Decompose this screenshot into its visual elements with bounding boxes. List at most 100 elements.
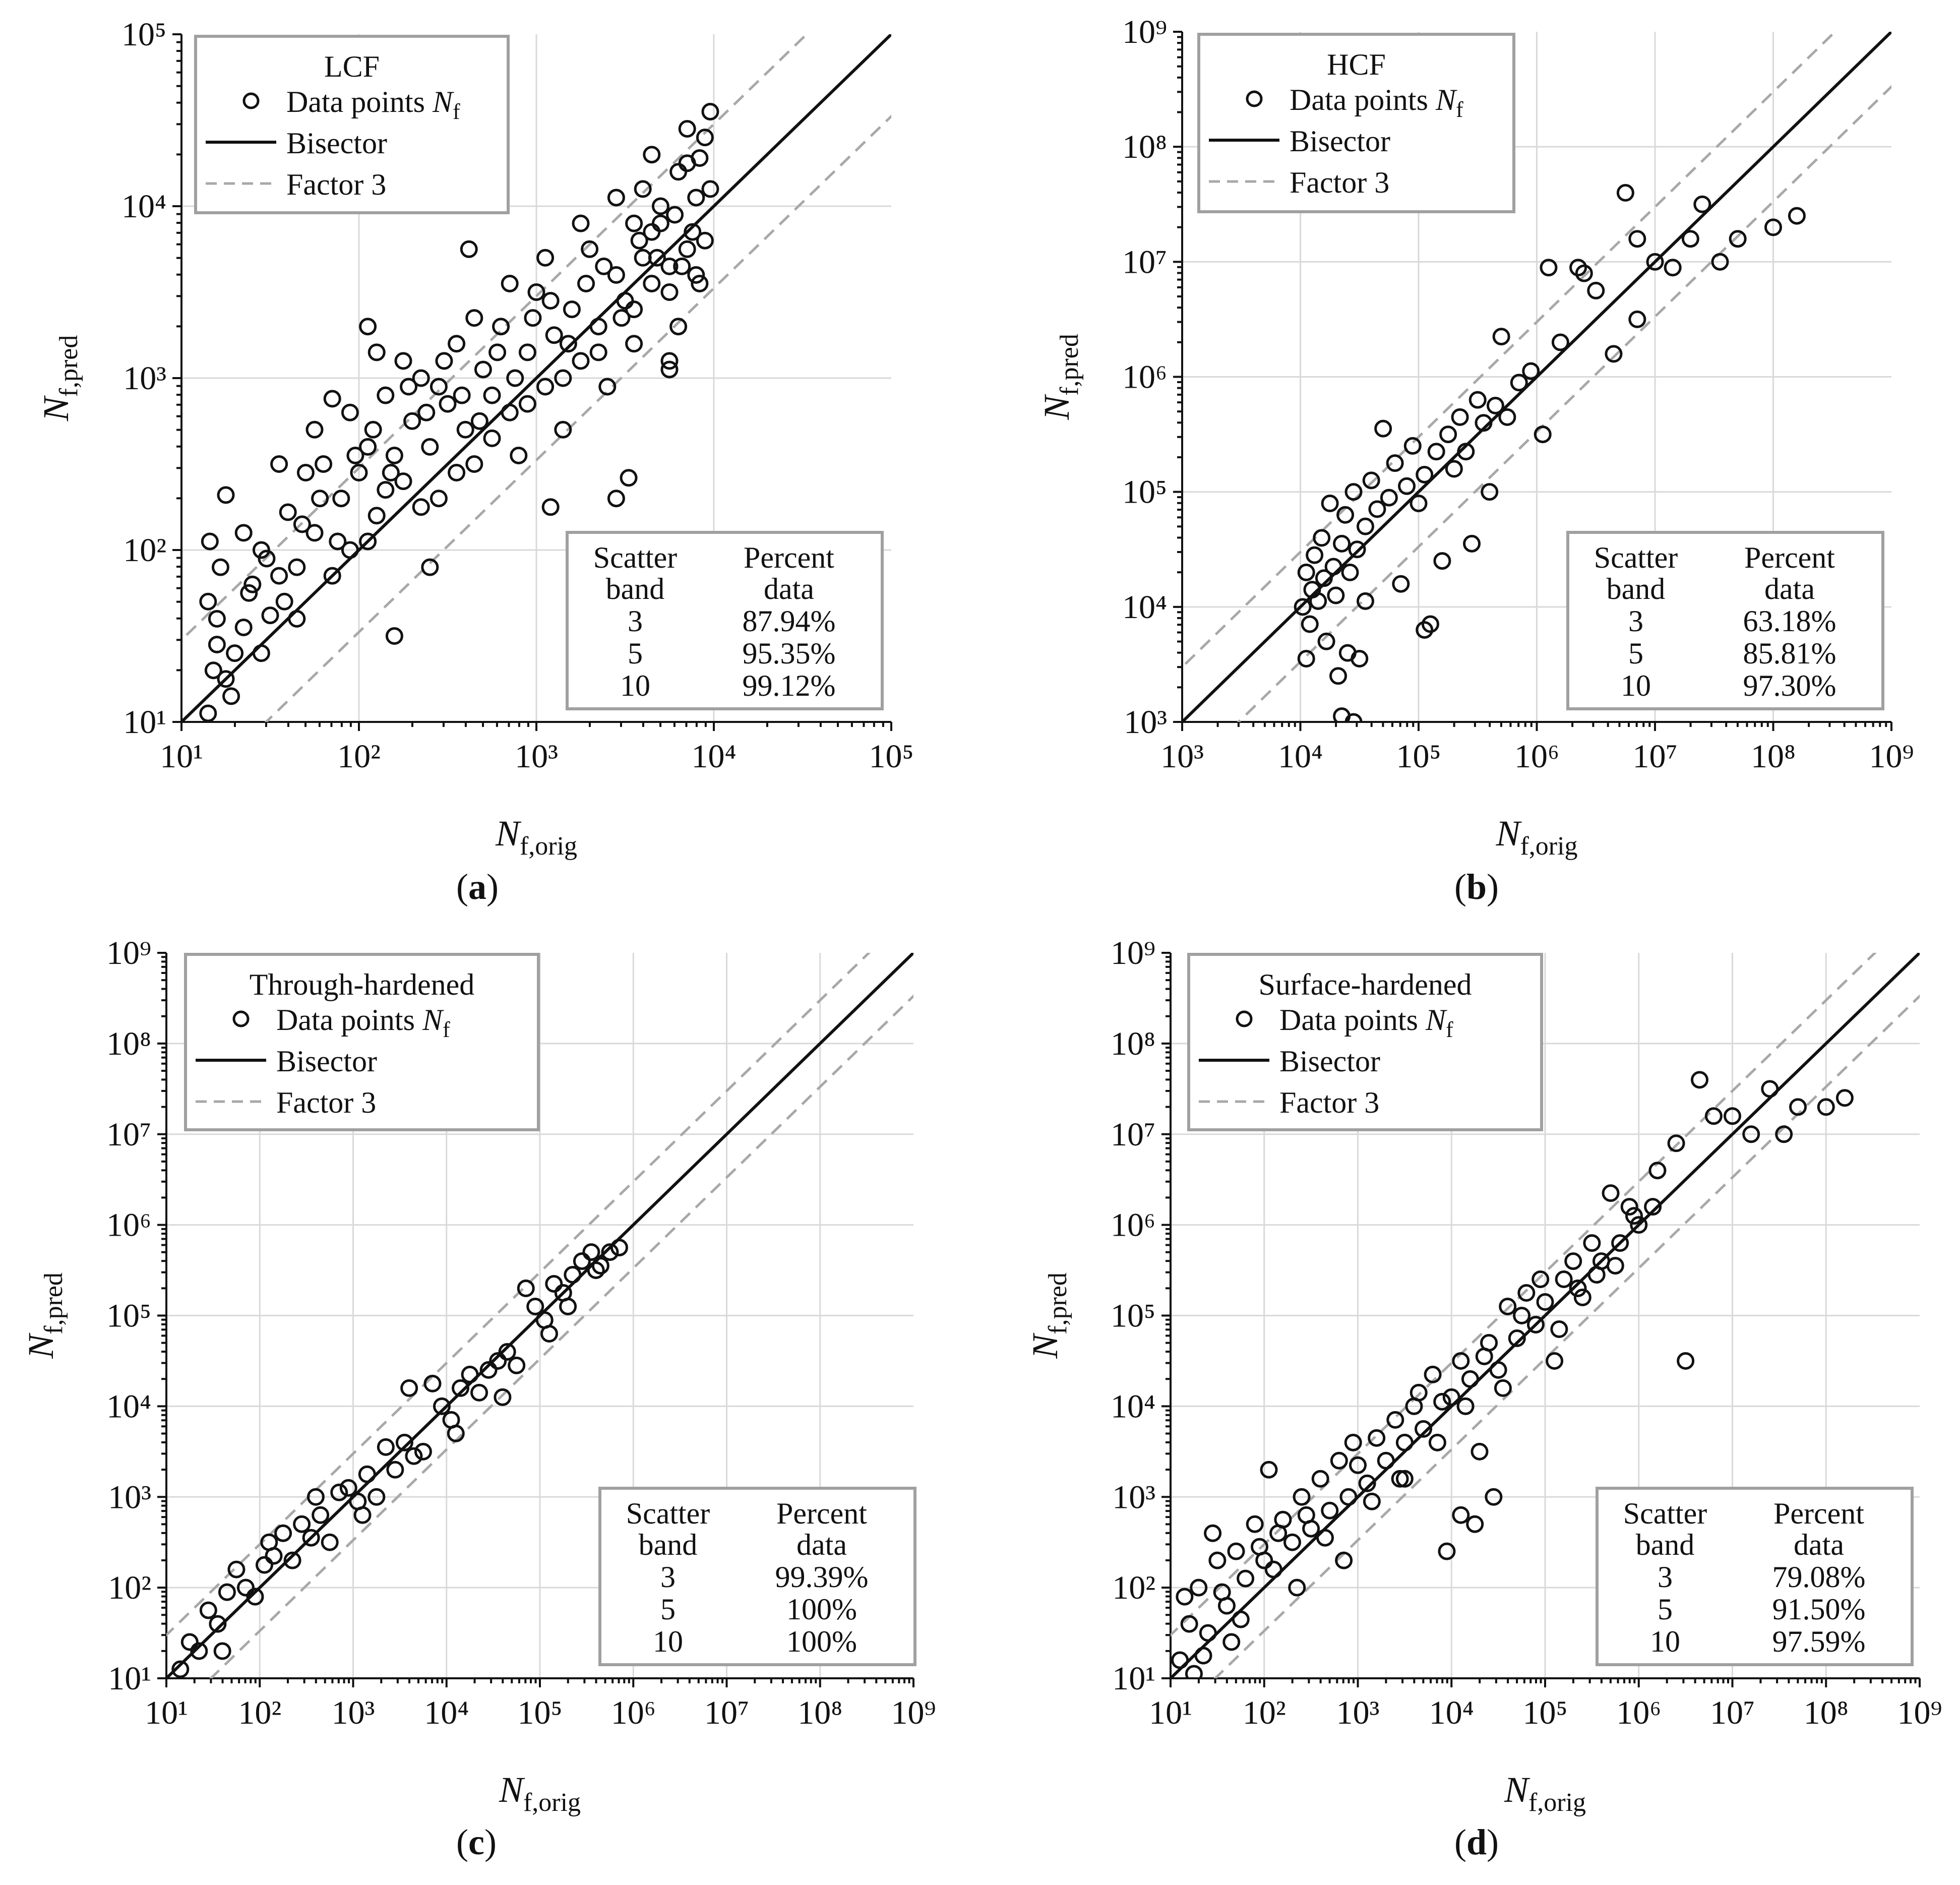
data-point bbox=[1587, 1266, 1606, 1284]
tick-labels: 10¹ 10² 10³ 10⁴ 10⁵ 10⁶ 10⁷ 10⁸ 10⁹ 10¹ 10² 10³ 10⁴ 1… bbox=[1111, 935, 1942, 1731]
data-point bbox=[669, 163, 688, 181]
data-point bbox=[1424, 1365, 1442, 1383]
data-point bbox=[666, 206, 684, 224]
x-axis-label-sub: f,orig bbox=[1520, 832, 1577, 861]
data-point bbox=[260, 1533, 278, 1551]
data-point bbox=[648, 249, 666, 267]
panel-label-a: (a) bbox=[456, 867, 499, 907]
x-axis-label: Nf,orig bbox=[1495, 813, 1577, 861]
data-point bbox=[1333, 534, 1351, 553]
data-point bbox=[323, 567, 341, 585]
data-point bbox=[1693, 195, 1711, 213]
x-tick-label: 10¹ bbox=[1149, 1694, 1192, 1731]
x-tick-label: 10⁶ bbox=[1616, 1694, 1661, 1731]
scatter-table-percent: 87.94% bbox=[743, 604, 836, 638]
data-point bbox=[204, 661, 222, 680]
data-point bbox=[252, 541, 270, 559]
data-point bbox=[1461, 1370, 1479, 1388]
y-tick-label: 10⁸ bbox=[106, 1025, 151, 1062]
data-point bbox=[1513, 1307, 1531, 1324]
legend-marker bbox=[242, 92, 260, 109]
data-point bbox=[1317, 632, 1335, 650]
data-point bbox=[554, 420, 572, 439]
data-point bbox=[483, 429, 501, 447]
legend-data-points-text: Data points bbox=[276, 1003, 422, 1037]
data-point bbox=[1711, 253, 1729, 271]
y-tick-label: 10⁵ bbox=[1122, 474, 1167, 511]
data-point bbox=[386, 1461, 404, 1479]
data-point bbox=[1764, 218, 1782, 236]
legend-data-points-symbol: N bbox=[1435, 83, 1457, 116]
legend-bisector-label: Bisector bbox=[1290, 125, 1390, 158]
data-point bbox=[1445, 460, 1463, 478]
x-tick-label: 10⁶ bbox=[1514, 738, 1559, 775]
data-point bbox=[1269, 1524, 1288, 1542]
data-point bbox=[1356, 517, 1374, 535]
x-tick-label: 10⁷ bbox=[704, 1694, 749, 1731]
x-tick-label: 10⁹ bbox=[1897, 1694, 1942, 1731]
data-point bbox=[589, 343, 607, 361]
data-point bbox=[1410, 1383, 1428, 1402]
scatter-table-percent: 85.81% bbox=[1743, 637, 1836, 670]
data-point bbox=[572, 352, 590, 370]
scatter-table-header-3: Percent bbox=[1744, 541, 1835, 574]
x-tick-label: 10⁸ bbox=[1804, 1694, 1849, 1731]
data-point bbox=[1606, 1257, 1624, 1275]
data-point bbox=[1368, 500, 1386, 518]
x-axis-label-symbol: N bbox=[1504, 1770, 1530, 1810]
data-point bbox=[270, 455, 288, 473]
data-point bbox=[368, 343, 386, 361]
data-point bbox=[559, 335, 577, 353]
data-point bbox=[1427, 443, 1445, 461]
data-point bbox=[1199, 1624, 1217, 1642]
data-point bbox=[1630, 1216, 1648, 1234]
data-point bbox=[536, 249, 555, 267]
data-point bbox=[359, 438, 377, 456]
data-point bbox=[691, 149, 709, 167]
data-point bbox=[1468, 391, 1487, 409]
data-point bbox=[1540, 259, 1558, 277]
data-point bbox=[1835, 1089, 1854, 1107]
data-point bbox=[236, 1578, 255, 1597]
y-tick-label: 10⁷ bbox=[106, 1116, 151, 1153]
data-point bbox=[1704, 1107, 1723, 1125]
data-point bbox=[598, 378, 617, 396]
y-tick-label: 10⁴ bbox=[1111, 1388, 1155, 1425]
scatter-table-percent: 100% bbox=[786, 1593, 857, 1626]
x-axis-label: Nf,orig bbox=[1504, 1770, 1586, 1817]
data-point bbox=[581, 240, 599, 258]
data-point bbox=[1309, 592, 1327, 610]
data-point bbox=[421, 438, 439, 456]
data-point bbox=[217, 670, 235, 688]
data-point bbox=[589, 318, 607, 336]
data-point bbox=[518, 343, 536, 361]
x-tick-label: 10⁵ bbox=[1522, 1694, 1567, 1731]
data-point bbox=[591, 1257, 609, 1275]
data-point bbox=[279, 503, 297, 521]
data-point bbox=[412, 498, 430, 516]
data-point bbox=[1380, 489, 1398, 507]
scatter-table-band: 5 bbox=[628, 637, 643, 670]
y-tick-label: 10¹ bbox=[108, 1660, 151, 1697]
y-axis-label-sub: f,pred bbox=[54, 335, 83, 397]
data-point bbox=[453, 386, 471, 404]
data-point bbox=[1534, 425, 1552, 444]
data-point bbox=[701, 180, 719, 198]
data-point bbox=[1546, 1352, 1564, 1370]
data-point bbox=[323, 390, 341, 408]
data-point bbox=[1551, 333, 1569, 351]
data-point bbox=[1457, 443, 1475, 461]
data-point bbox=[564, 1266, 582, 1284]
legend-data-points-symbol: N bbox=[432, 85, 454, 118]
legend-data-points-label: Data points Nf bbox=[1279, 1003, 1453, 1042]
data-point bbox=[460, 240, 478, 258]
scatter-table-header-1: Scatter bbox=[626, 1497, 710, 1530]
data-point bbox=[456, 420, 474, 439]
y-tick-label: 10⁵ bbox=[121, 16, 166, 53]
y-tick-label: 10⁴ bbox=[1122, 589, 1167, 626]
data-point bbox=[1398, 477, 1416, 495]
data-point bbox=[1341, 563, 1359, 581]
data-point bbox=[243, 575, 262, 593]
data-point bbox=[199, 704, 217, 722]
